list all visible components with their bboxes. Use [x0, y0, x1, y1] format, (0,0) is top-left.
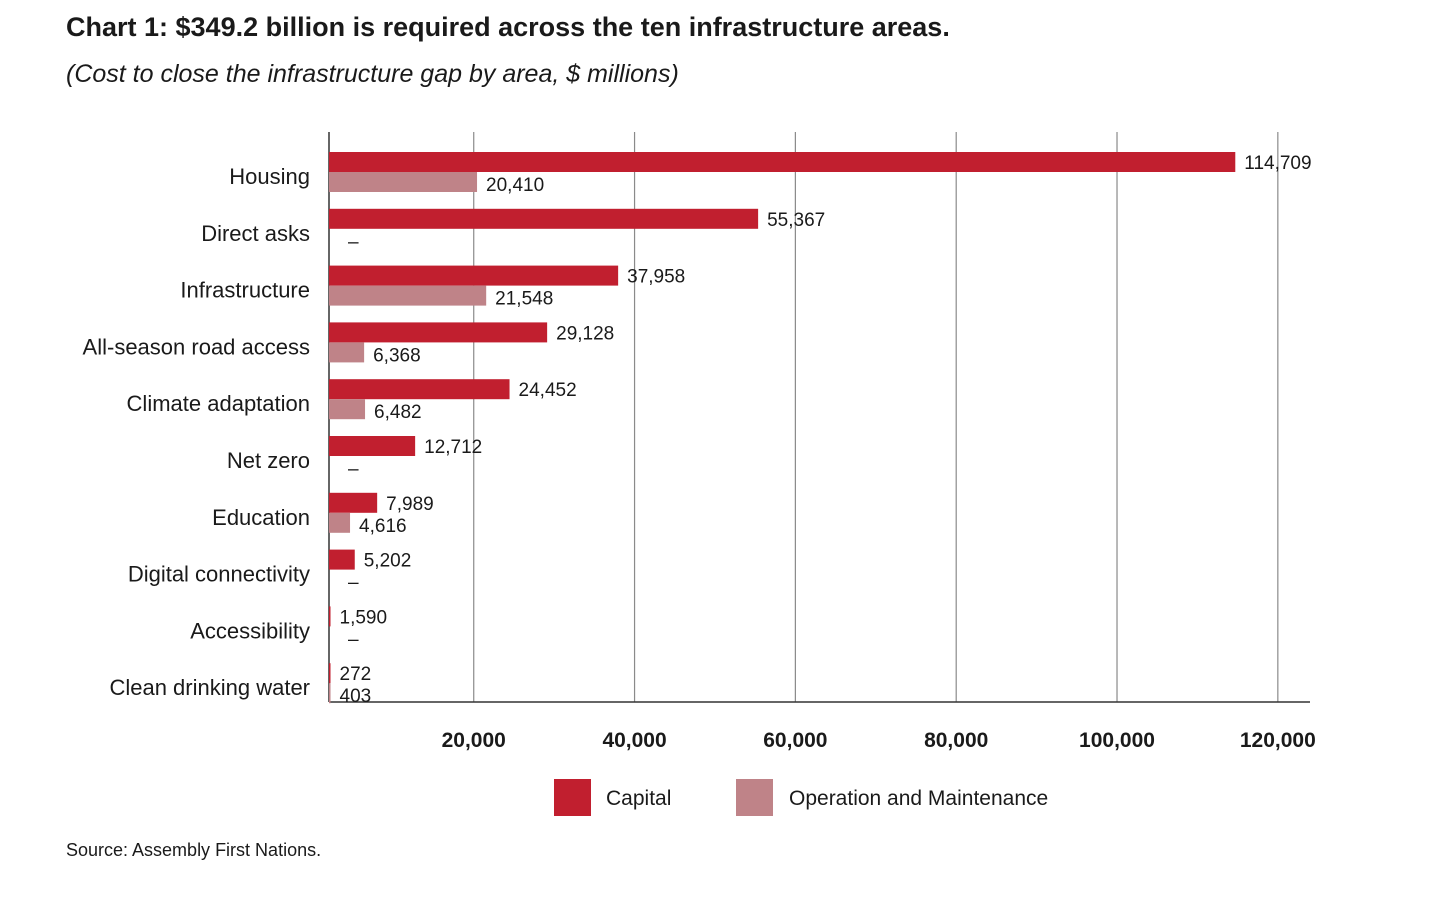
- om-bar: [329, 342, 365, 363]
- om-bar: [329, 172, 478, 192]
- om-value-label: –: [348, 459, 359, 480]
- om-value-label: –: [348, 573, 359, 594]
- om-value-label: 21,548: [495, 289, 553, 310]
- legend-label-capital: Capital: [606, 787, 671, 810]
- capital-value-label: 114,709: [1244, 153, 1311, 174]
- category-label: Clean drinking water: [109, 675, 310, 700]
- category-label: Climate adaptation: [127, 391, 310, 416]
- capital-value-label: 7,989: [386, 494, 434, 515]
- legend-swatch-capital: [554, 779, 591, 816]
- capital-value-label: 55,367: [767, 210, 825, 231]
- capital-bar: [329, 436, 416, 456]
- category-label: Infrastructure: [180, 278, 310, 303]
- category-label: Education: [212, 505, 310, 530]
- legend-label-om: Operation and Maintenance: [789, 787, 1048, 810]
- capital-value-label: 24,452: [519, 380, 577, 401]
- om-bar: [329, 683, 331, 704]
- capital-value-label: 29,128: [556, 323, 614, 344]
- capital-value-label: 12,712: [424, 437, 482, 458]
- category-label: Direct asks: [201, 221, 310, 246]
- legend-swatch-om: [736, 779, 773, 816]
- capital-bar: [329, 663, 331, 684]
- om-value-label: 4,616: [359, 516, 407, 537]
- capital-value-label: 37,958: [627, 267, 685, 288]
- om-value-label: –: [348, 232, 359, 253]
- capital-bar: [329, 606, 331, 627]
- capital-bar: [329, 549, 355, 570]
- x-tick-label: 80,000: [924, 729, 988, 752]
- category-label: Housing: [229, 164, 310, 189]
- x-tick-label: 20,000: [442, 729, 506, 752]
- om-value-label: 20,410: [486, 175, 544, 196]
- capital-bar: [329, 265, 619, 286]
- om-bar: [329, 285, 487, 306]
- capital-bar: [329, 492, 378, 513]
- chart-subtitle: (Cost to close the infrastructure gap by…: [66, 60, 679, 88]
- om-value-label: 403: [340, 686, 372, 707]
- om-bar: [329, 399, 366, 420]
- om-value-label: 6,368: [373, 345, 421, 366]
- chart-title: Chart 1: $349.2 billion is required acro…: [66, 12, 950, 42]
- category-label: All-season road access: [83, 334, 310, 359]
- category-label: Net zero: [227, 448, 310, 473]
- capital-bar: [329, 152, 1236, 172]
- capital-bar: [329, 379, 510, 400]
- capital-value-label: 272: [340, 664, 372, 685]
- om-bar: [329, 512, 351, 533]
- x-tick-label: 40,000: [602, 729, 666, 752]
- capital-value-label: 1,590: [340, 607, 388, 628]
- source-note: Source: Assembly First Nations.: [66, 840, 322, 860]
- category-label: Accessibility: [190, 618, 310, 643]
- om-value-label: 6,482: [374, 402, 422, 423]
- om-value-label: –: [348, 629, 359, 650]
- category-label: Digital connectivity: [128, 562, 310, 587]
- capital-value-label: 5,202: [364, 551, 412, 572]
- x-tick-label: 100,000: [1079, 729, 1155, 752]
- capital-bar: [329, 322, 548, 343]
- x-tick-label: 60,000: [763, 729, 827, 752]
- x-tick-label: 120,000: [1240, 729, 1316, 752]
- capital-bar: [329, 208, 759, 229]
